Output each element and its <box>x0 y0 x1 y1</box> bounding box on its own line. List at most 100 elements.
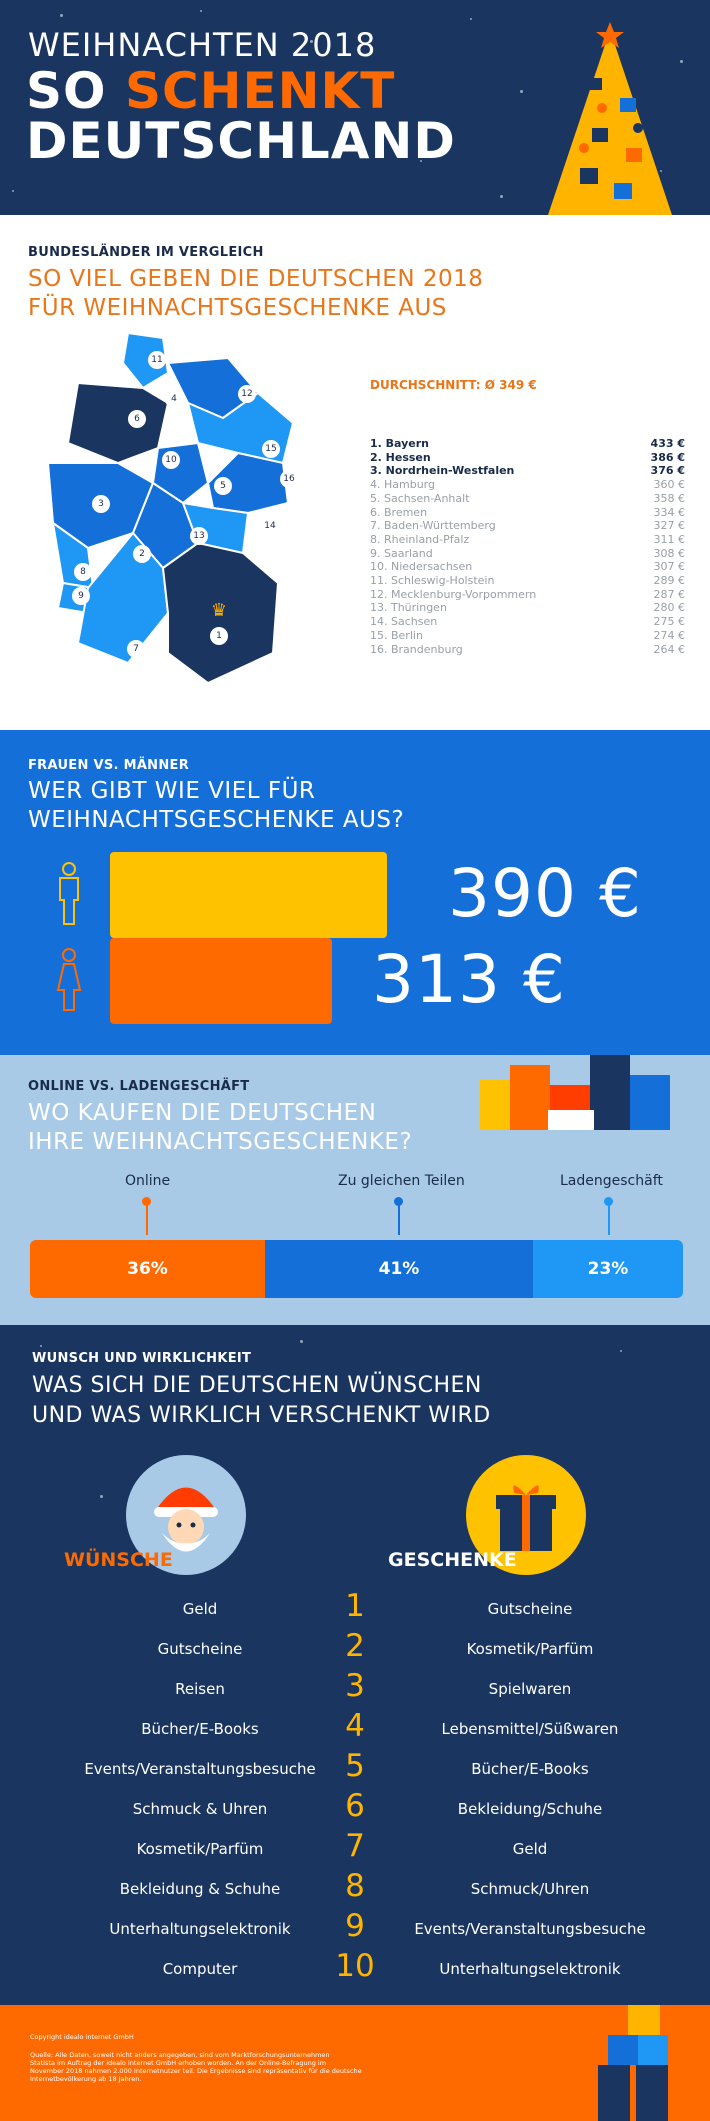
footer-source-1: Quelle: Alle Daten, soweit nicht anders … <box>30 2051 330 2059</box>
equal-label: Zu gleichen Teilen <box>338 1173 465 1189</box>
map-number-1: 1 <box>210 627 228 645</box>
gender-subtitle: FRAUEN VS. MÄNNER <box>28 758 190 773</box>
average-label: DURCHSCHNITT: Ø 349 € <box>370 378 537 392</box>
gender-title: WER GIBT WIE VIEL FÜR WEIHNACHTSGESCHENK… <box>28 777 404 835</box>
rank-number: 8 <box>345 1868 365 1904</box>
footer-copyright: Copyright idealo internet GmbH <box>30 2033 134 2041</box>
list-item: 8. Rheinland-Pfalz 311 € <box>370 532 685 546</box>
men-value: 390 € <box>448 855 642 932</box>
gift-item: Unterhaltungselektronik <box>439 1960 621 1978</box>
wish-item: Computer <box>162 1960 238 1978</box>
wish-item: Reisen <box>175 1680 225 1698</box>
list-item: 4. Hamburg 360 € <box>370 478 685 492</box>
header-title-line2: DEUTSCHLAND <box>26 112 456 170</box>
wishes-title-line2: UND WAS WIRKLICH VERSCHENKT WIRD <box>32 1403 491 1428</box>
online-subtitle: ONLINE VS. LADENGESCHÄFT <box>28 1079 250 1094</box>
list-item: 16. Brandenburg 264 € <box>370 642 685 656</box>
gift-item: Spielwaren <box>488 1680 572 1698</box>
online-title: WO KAUFEN DIE DEUTSCHEN IHRE WEIHNACHTSG… <box>28 1099 412 1157</box>
gift-item: Lebensmittel/Süßwaren <box>441 1720 619 1738</box>
online-label: Online <box>125 1173 171 1189</box>
rank-number: 4 <box>345 1708 365 1744</box>
list-item: 6. Bremen 334 € <box>370 505 685 519</box>
equal-stem <box>398 1205 400 1235</box>
gifts-heading: GESCHENKE <box>388 1549 517 1571</box>
map-number-14: 14 <box>261 517 279 535</box>
header-title-line1: SO SCHENKT <box>26 62 395 120</box>
wish-item: Gutscheine <box>157 1640 243 1658</box>
list-item: 13. Thüringen 280 € <box>370 601 685 615</box>
rank-number: 6 <box>345 1788 365 1824</box>
wishes-title: WAS SICH DIE DEUTSCHEN WÜNSCHEN UND WAS … <box>32 1371 491 1431</box>
man-icon <box>59 862 79 925</box>
map-number-7: 7 <box>127 640 145 658</box>
list-item: 2. Hessen 386 € <box>370 450 685 464</box>
gift-item: Bücher/E-Books <box>471 1760 589 1778</box>
list-item: 11. Schleswig-Holstein 289 € <box>370 574 685 588</box>
footer-source-3: November 2018 nahmen 2.000 Internetnutze… <box>30 2067 362 2075</box>
rank-number: 9 <box>345 1908 365 1944</box>
rank-number: 10 <box>335 1948 375 1984</box>
wishes-section: WUNSCH UND WIRKLICHKEIT WAS SICH DIE DEU… <box>0 1325 710 2005</box>
store-marker <box>604 1197 613 1206</box>
list-item: 7. Baden-Württemberg 327 € <box>370 519 685 533</box>
map-number-8: 8 <box>74 563 92 581</box>
wish-item: Bücher/E-Books <box>141 1720 259 1738</box>
map-number-13: 13 <box>190 527 208 545</box>
wish-item: Geld <box>182 1600 218 1618</box>
gender-title-line2: WEIHNACHTSGESCHENKE AUS? <box>28 807 405 833</box>
map-number-11: 11 <box>148 351 166 369</box>
states-title-line2: FÜR WEIHNACHTSGESCHENKE AUS <box>28 295 447 321</box>
wishes-title-line1: WAS SICH DIE DEUTSCHEN WÜNSCHEN <box>32 1373 482 1398</box>
gift-item: Kosmetik/Parfüm <box>466 1640 594 1658</box>
gift-item: Events/Veranstaltungsbesuche <box>414 1920 646 1938</box>
online-segment: 36% <box>30 1240 265 1298</box>
map-number-12: 12 <box>238 385 256 403</box>
online-marker <box>142 1197 151 1206</box>
header-section: WEIHNACHTEN 2018 SO SCHENKT DEUTSCHLAND <box>0 0 710 215</box>
list-item: 1. Bayern 433 € <box>370 437 685 450</box>
map-number-5: 5 <box>214 477 232 495</box>
wishes-heading: WÜNSCHE <box>64 1549 173 1571</box>
store-label: Ladengeschäft <box>560 1173 663 1189</box>
online-title-line2: IHRE WEIHNACHTSGESCHENKE? <box>28 1129 413 1155</box>
map-number-9: 9 <box>72 587 90 605</box>
rank-number: 3 <box>345 1668 365 1704</box>
list-item: 15. Berlin 274 € <box>370 628 685 642</box>
germany-map <box>48 333 295 685</box>
list-item: 9. Saarland 308 € <box>370 546 685 560</box>
states-title-line1: SO VIEL GEBEN DIE DEUTSCHEN 2018 <box>28 266 484 292</box>
states-title: SO VIEL GEBEN DIE DEUTSCHEN 2018 FÜR WEI… <box>28 265 483 323</box>
men-bar <box>110 852 387 938</box>
online-section: ONLINE VS. LADENGESCHÄFT WO KAUFEN DIE D… <box>0 1055 710 1325</box>
states-section: BUNDESLÄNDER IM VERGLEICH SO VIEL GEBEN … <box>0 215 710 730</box>
santa-icon <box>126 1455 246 1575</box>
gift-item: Schmuck/Uhren <box>470 1880 590 1898</box>
list-item: 3. Nordrhein-Westfalen 376 € <box>370 464 685 478</box>
wish-item: Unterhaltungselektronik <box>109 1920 291 1938</box>
list-item: 12. Mecklenburg-Vorpommern 287 € <box>370 587 685 601</box>
store-stem <box>608 1205 610 1235</box>
footer-source-4: Internetbevölkerung ab 18 Jahren. <box>30 2075 142 2083</box>
online-stem <box>146 1205 148 1235</box>
christmas-tree-icon <box>548 22 672 215</box>
equal-segment: 41% <box>265 1240 533 1298</box>
gift-stack-icon <box>598 2005 668 2121</box>
map-number-2: 2 <box>133 545 151 563</box>
state-ranking-list: 1. Bayern 433 € 2. Hessen 386 € 3. Nordrhe… <box>370 437 685 656</box>
map-number-4: 4 <box>165 390 183 408</box>
gift-item: Bekleidung/Schuhe <box>457 1800 603 1818</box>
wish-item: Bekleidung & Schuhe <box>119 1880 281 1898</box>
gender-section: FRAUEN VS. MÄNNER WER GIBT WIE VIEL FÜR … <box>0 730 710 1055</box>
header-year-line: WEIHNACHTEN 2018 <box>28 26 377 64</box>
gift-boxes-icon <box>480 1055 670 1130</box>
map-number-6: 6 <box>128 410 146 428</box>
woman-icon <box>56 948 82 1011</box>
wishes-subtitle: WUNSCH UND WIRKLICHKEIT <box>32 1351 252 1366</box>
gift-item: Geld <box>512 1840 548 1858</box>
wish-item: Schmuck & Uhren <box>132 1800 268 1818</box>
map-number-3: 3 <box>92 495 110 513</box>
header-word-so: SO <box>26 62 107 120</box>
header-word-schenkt: SCHENKT <box>124 62 396 120</box>
rank-number: 7 <box>345 1828 365 1864</box>
